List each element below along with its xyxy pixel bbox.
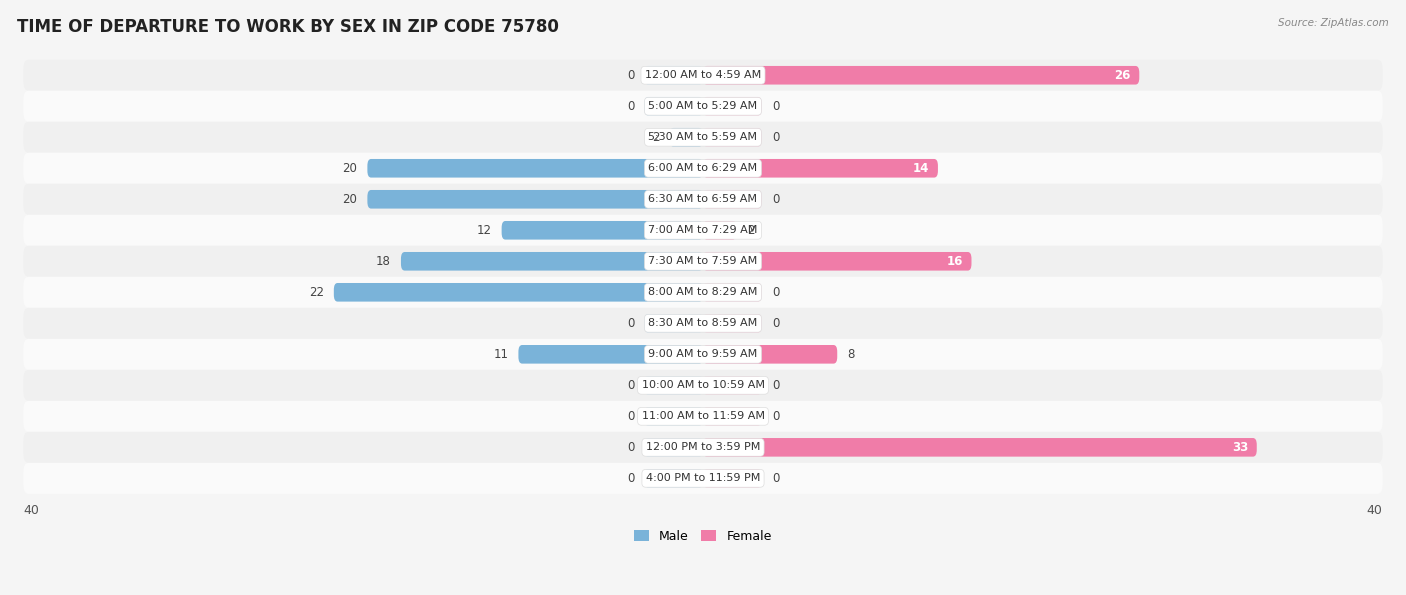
FancyBboxPatch shape: [24, 60, 1382, 91]
FancyBboxPatch shape: [24, 153, 1382, 184]
FancyBboxPatch shape: [644, 97, 703, 115]
Text: Source: ZipAtlas.com: Source: ZipAtlas.com: [1278, 18, 1389, 28]
FancyBboxPatch shape: [24, 432, 1382, 463]
FancyBboxPatch shape: [519, 345, 703, 364]
Text: 14: 14: [912, 162, 929, 175]
Text: 18: 18: [375, 255, 391, 268]
Text: 0: 0: [772, 472, 779, 485]
Text: 6:00 AM to 6:29 AM: 6:00 AM to 6:29 AM: [648, 163, 758, 173]
Text: 0: 0: [772, 286, 779, 299]
FancyBboxPatch shape: [703, 97, 762, 115]
Text: 0: 0: [627, 472, 634, 485]
FancyBboxPatch shape: [644, 469, 703, 488]
Text: 8: 8: [848, 348, 855, 361]
FancyBboxPatch shape: [703, 469, 762, 488]
FancyBboxPatch shape: [24, 122, 1382, 153]
FancyBboxPatch shape: [644, 66, 703, 84]
FancyBboxPatch shape: [367, 159, 703, 177]
Text: 0: 0: [627, 410, 634, 423]
Text: 10:00 AM to 10:59 AM: 10:00 AM to 10:59 AM: [641, 380, 765, 390]
FancyBboxPatch shape: [24, 308, 1382, 339]
FancyBboxPatch shape: [703, 314, 762, 333]
Text: 0: 0: [772, 131, 779, 144]
Text: 11: 11: [494, 348, 509, 361]
Text: 26: 26: [1115, 69, 1130, 82]
Text: 9:00 AM to 9:59 AM: 9:00 AM to 9:59 AM: [648, 349, 758, 359]
FancyBboxPatch shape: [703, 66, 1139, 84]
Text: 0: 0: [627, 69, 634, 82]
Text: 33: 33: [1232, 441, 1249, 454]
Text: 16: 16: [946, 255, 963, 268]
Text: 0: 0: [772, 379, 779, 392]
FancyBboxPatch shape: [703, 283, 762, 302]
Text: 20: 20: [343, 162, 357, 175]
Text: 8:00 AM to 8:29 AM: 8:00 AM to 8:29 AM: [648, 287, 758, 298]
Text: 4:00 PM to 11:59 PM: 4:00 PM to 11:59 PM: [645, 474, 761, 483]
FancyBboxPatch shape: [24, 246, 1382, 277]
FancyBboxPatch shape: [644, 376, 703, 394]
FancyBboxPatch shape: [367, 190, 703, 209]
Text: 5:30 AM to 5:59 AM: 5:30 AM to 5:59 AM: [648, 132, 758, 142]
Text: 12:00 PM to 3:59 PM: 12:00 PM to 3:59 PM: [645, 442, 761, 452]
FancyBboxPatch shape: [24, 277, 1382, 308]
FancyBboxPatch shape: [24, 184, 1382, 215]
FancyBboxPatch shape: [333, 283, 703, 302]
Text: 6:30 AM to 6:59 AM: 6:30 AM to 6:59 AM: [648, 195, 758, 204]
FancyBboxPatch shape: [703, 438, 1257, 456]
FancyBboxPatch shape: [703, 128, 762, 146]
FancyBboxPatch shape: [24, 401, 1382, 432]
FancyBboxPatch shape: [703, 407, 762, 425]
FancyBboxPatch shape: [703, 190, 762, 209]
FancyBboxPatch shape: [703, 159, 938, 177]
Text: 7:30 AM to 7:59 AM: 7:30 AM to 7:59 AM: [648, 256, 758, 267]
FancyBboxPatch shape: [703, 252, 972, 271]
Text: 7:00 AM to 7:29 AM: 7:00 AM to 7:29 AM: [648, 226, 758, 235]
Text: 12:00 AM to 4:59 AM: 12:00 AM to 4:59 AM: [645, 70, 761, 80]
FancyBboxPatch shape: [644, 314, 703, 333]
Text: 0: 0: [772, 193, 779, 206]
Text: 5:00 AM to 5:29 AM: 5:00 AM to 5:29 AM: [648, 101, 758, 111]
Text: 2: 2: [747, 224, 754, 237]
Text: TIME OF DEPARTURE TO WORK BY SEX IN ZIP CODE 75780: TIME OF DEPARTURE TO WORK BY SEX IN ZIP …: [17, 18, 558, 36]
FancyBboxPatch shape: [502, 221, 703, 240]
FancyBboxPatch shape: [703, 221, 737, 240]
Text: 11:00 AM to 11:59 AM: 11:00 AM to 11:59 AM: [641, 411, 765, 421]
Text: 0: 0: [772, 100, 779, 113]
Text: 20: 20: [343, 193, 357, 206]
Text: 0: 0: [627, 379, 634, 392]
FancyBboxPatch shape: [24, 215, 1382, 246]
Text: 0: 0: [627, 100, 634, 113]
FancyBboxPatch shape: [703, 345, 837, 364]
FancyBboxPatch shape: [24, 370, 1382, 401]
Text: 2: 2: [652, 131, 659, 144]
Text: 22: 22: [309, 286, 323, 299]
FancyBboxPatch shape: [401, 252, 703, 271]
Text: 0: 0: [627, 441, 634, 454]
FancyBboxPatch shape: [24, 463, 1382, 494]
FancyBboxPatch shape: [669, 128, 703, 146]
Text: 0: 0: [772, 410, 779, 423]
FancyBboxPatch shape: [644, 438, 703, 456]
FancyBboxPatch shape: [24, 339, 1382, 370]
Text: 0: 0: [627, 317, 634, 330]
FancyBboxPatch shape: [703, 376, 762, 394]
FancyBboxPatch shape: [24, 91, 1382, 122]
FancyBboxPatch shape: [644, 407, 703, 425]
Text: 8:30 AM to 8:59 AM: 8:30 AM to 8:59 AM: [648, 318, 758, 328]
Text: 12: 12: [477, 224, 492, 237]
Legend: Male, Female: Male, Female: [630, 525, 776, 548]
Text: 0: 0: [772, 317, 779, 330]
